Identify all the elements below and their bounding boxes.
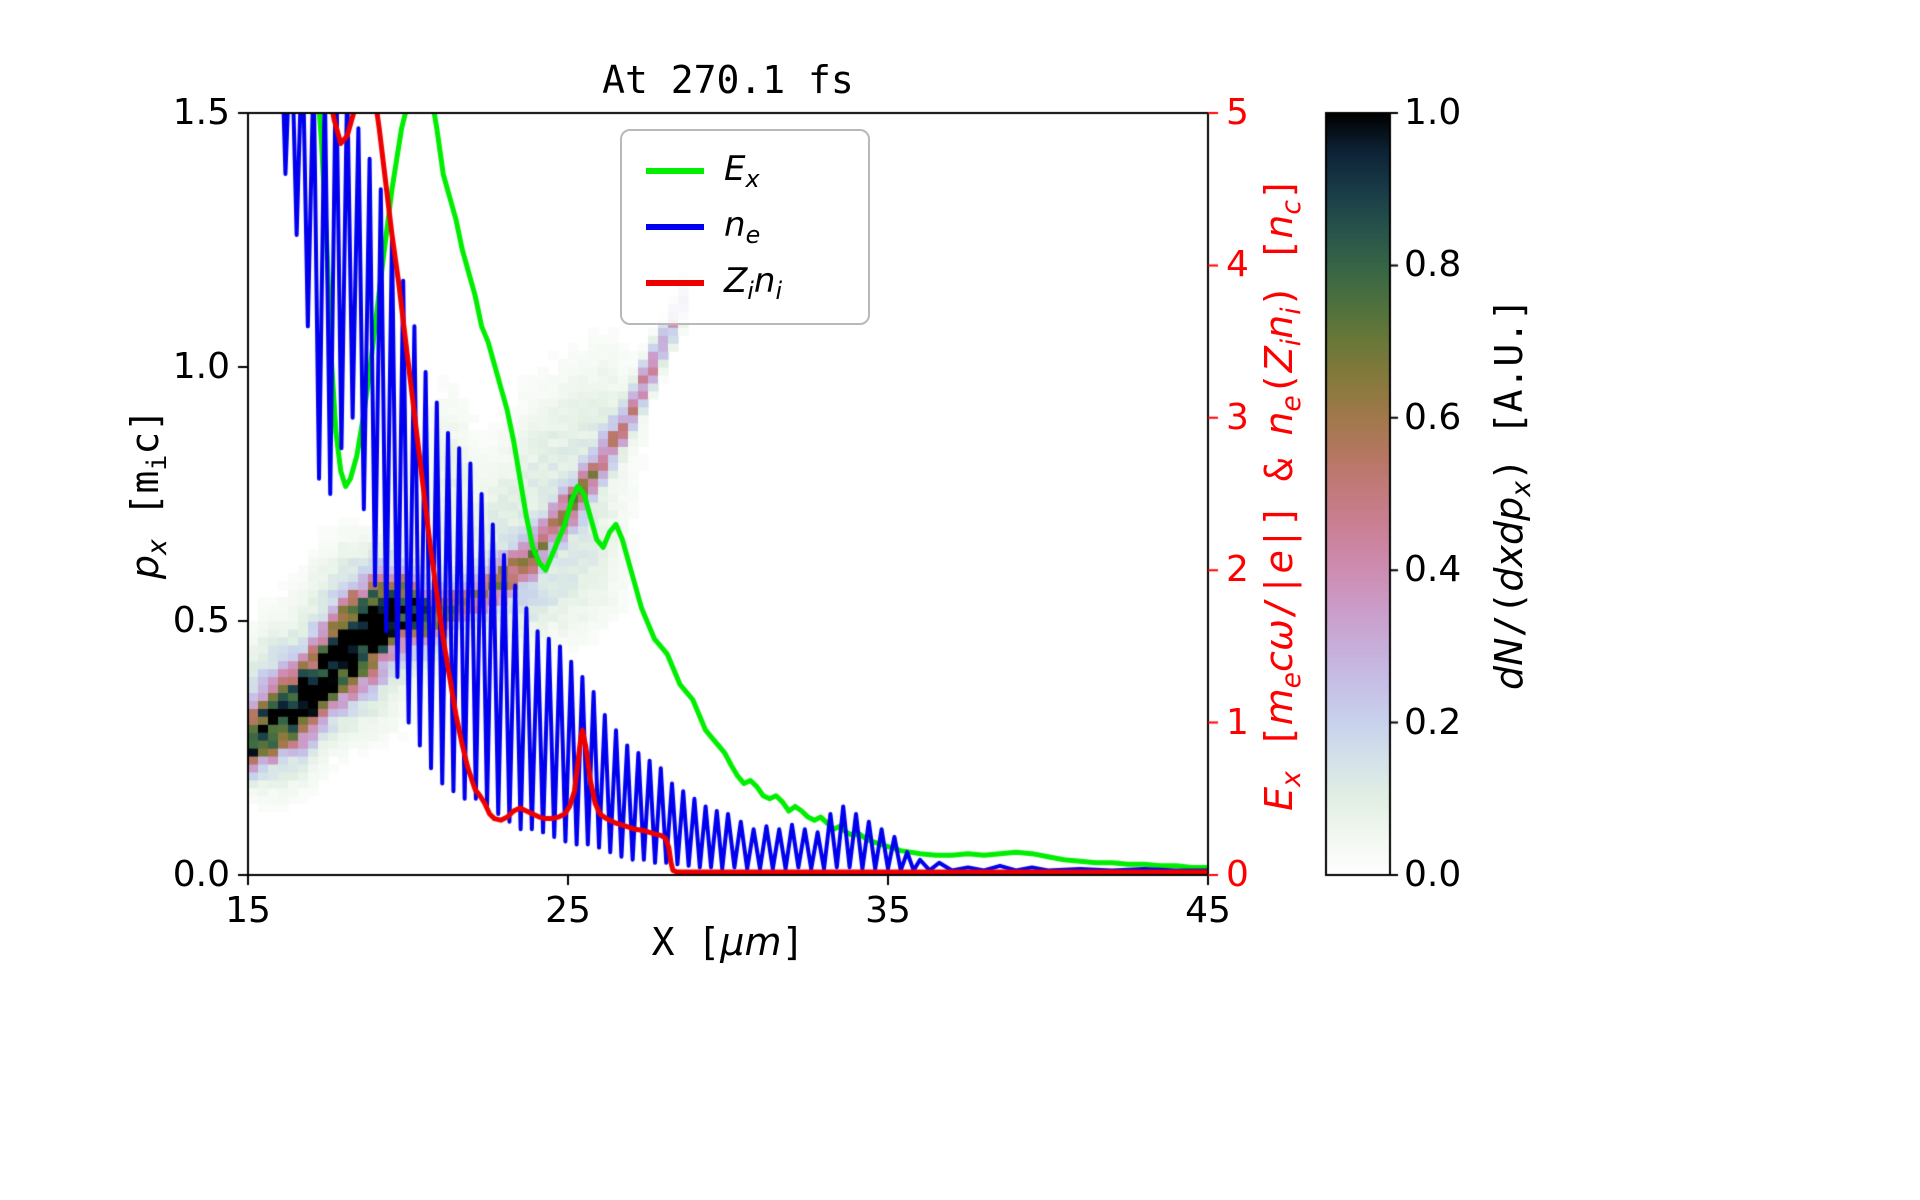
label-segment: |] & [1257, 435, 1302, 551]
label-segment: i [1275, 338, 1307, 347]
label-segment: [m [123, 470, 168, 540]
label-segment: ) [A.U.] [1487, 298, 1532, 482]
label-segment: μm [720, 920, 782, 964]
y-right-tick-label: 4 [1226, 244, 1249, 286]
label-segment: n [1257, 314, 1302, 339]
label-segment: x [745, 165, 760, 194]
label-segment: ) [ [1257, 238, 1302, 308]
colorbar-tick-label: 0.8 [1404, 244, 1462, 286]
ex-line-swatch [646, 168, 704, 174]
label-segment: [ [1257, 725, 1302, 772]
label-segment: n [1257, 411, 1302, 436]
x-axis-label: X [μm] [248, 920, 1208, 964]
ne-legend-label: ne [724, 205, 760, 249]
label-segment: e [745, 221, 761, 250]
colorbar-tick-label: 0.6 [1404, 396, 1462, 438]
label-segment: m [1257, 688, 1302, 726]
label-segment: X [ [651, 920, 721, 964]
y-left-tick-label: 0.5 [172, 600, 230, 641]
label-segment: c [1257, 651, 1302, 672]
label-segment: /| [1257, 573, 1302, 620]
y-right-tick-label: 1 [1226, 701, 1249, 743]
label-segment: Z [724, 260, 748, 301]
label-segment: Z [1257, 346, 1302, 373]
legend: Ex ne Zini [620, 129, 870, 325]
label-segment: c] [123, 408, 168, 455]
x-tick-label: 25 [545, 890, 591, 931]
colorbar-label: dN/(dxdpx) [A.U.] [1487, 298, 1537, 690]
label-segment: x [141, 539, 173, 556]
label-segment: e [1275, 395, 1307, 412]
label-segment: i [747, 277, 754, 306]
x-tick-label: 45 [1185, 890, 1231, 931]
label-segment: n [724, 204, 746, 245]
label-segment: ( [1257, 372, 1302, 396]
ex-legend-label: Ex [724, 149, 760, 193]
label-segment: ω [1257, 619, 1302, 652]
label-segment: n [753, 260, 776, 301]
y-left-tick-label: 1.0 [172, 346, 230, 387]
legend-entry-ex: Ex [646, 143, 844, 199]
x-tick-label: 15 [225, 890, 271, 931]
x-tick-label: 35 [865, 890, 911, 931]
label-segment: x [1275, 771, 1307, 787]
legend-entry-ne: ne [646, 199, 844, 255]
y-axis-label-left: px [mic] [123, 409, 173, 579]
y-right-tick-label: 2 [1226, 549, 1249, 591]
label-segment: e [1275, 671, 1307, 689]
label-segment: c [1275, 200, 1307, 215]
colorbar-tick-label: 0.4 [1404, 549, 1462, 591]
label-segment: ] [1257, 177, 1302, 201]
label-segment: i [775, 277, 783, 306]
label-segment: e [1257, 550, 1302, 574]
ne-line-swatch [646, 224, 704, 230]
label-segment: ] [781, 920, 805, 964]
zini-line-swatch [646, 280, 704, 286]
label-segment: x [1505, 481, 1537, 497]
label-segment: dxdp [1487, 496, 1532, 592]
plot-title: At 270.1 fs [602, 58, 854, 102]
colorbar-tick-label: 1.0 [1404, 92, 1462, 133]
legend-entry-zini: Zini [646, 255, 844, 311]
label-segment: /( [1487, 591, 1532, 638]
y-right-tick-label: 0 [1226, 854, 1249, 895]
y-axis-label-right: Ex [mecω/|e|] & ne(Zini) [nc] [1257, 177, 1307, 811]
label-segment: p [123, 555, 168, 580]
colorbar-tick-label: 0.0 [1404, 854, 1462, 895]
label-segment: E [724, 148, 746, 189]
colorbar-tick-label: 0.2 [1404, 701, 1462, 743]
y-right-tick-label: 5 [1226, 92, 1249, 133]
label-segment: i [1275, 307, 1307, 315]
y-left-tick-label: 0.0 [172, 854, 230, 895]
label-segment: E [1257, 786, 1302, 811]
label-segment: n [1257, 214, 1302, 239]
label-segment: i [141, 454, 173, 471]
zini-legend-label: Zini [724, 261, 782, 305]
y-left-tick-label: 1.5 [172, 92, 230, 133]
label-segment: dN [1487, 637, 1532, 690]
y-right-tick-label: 3 [1226, 396, 1249, 438]
